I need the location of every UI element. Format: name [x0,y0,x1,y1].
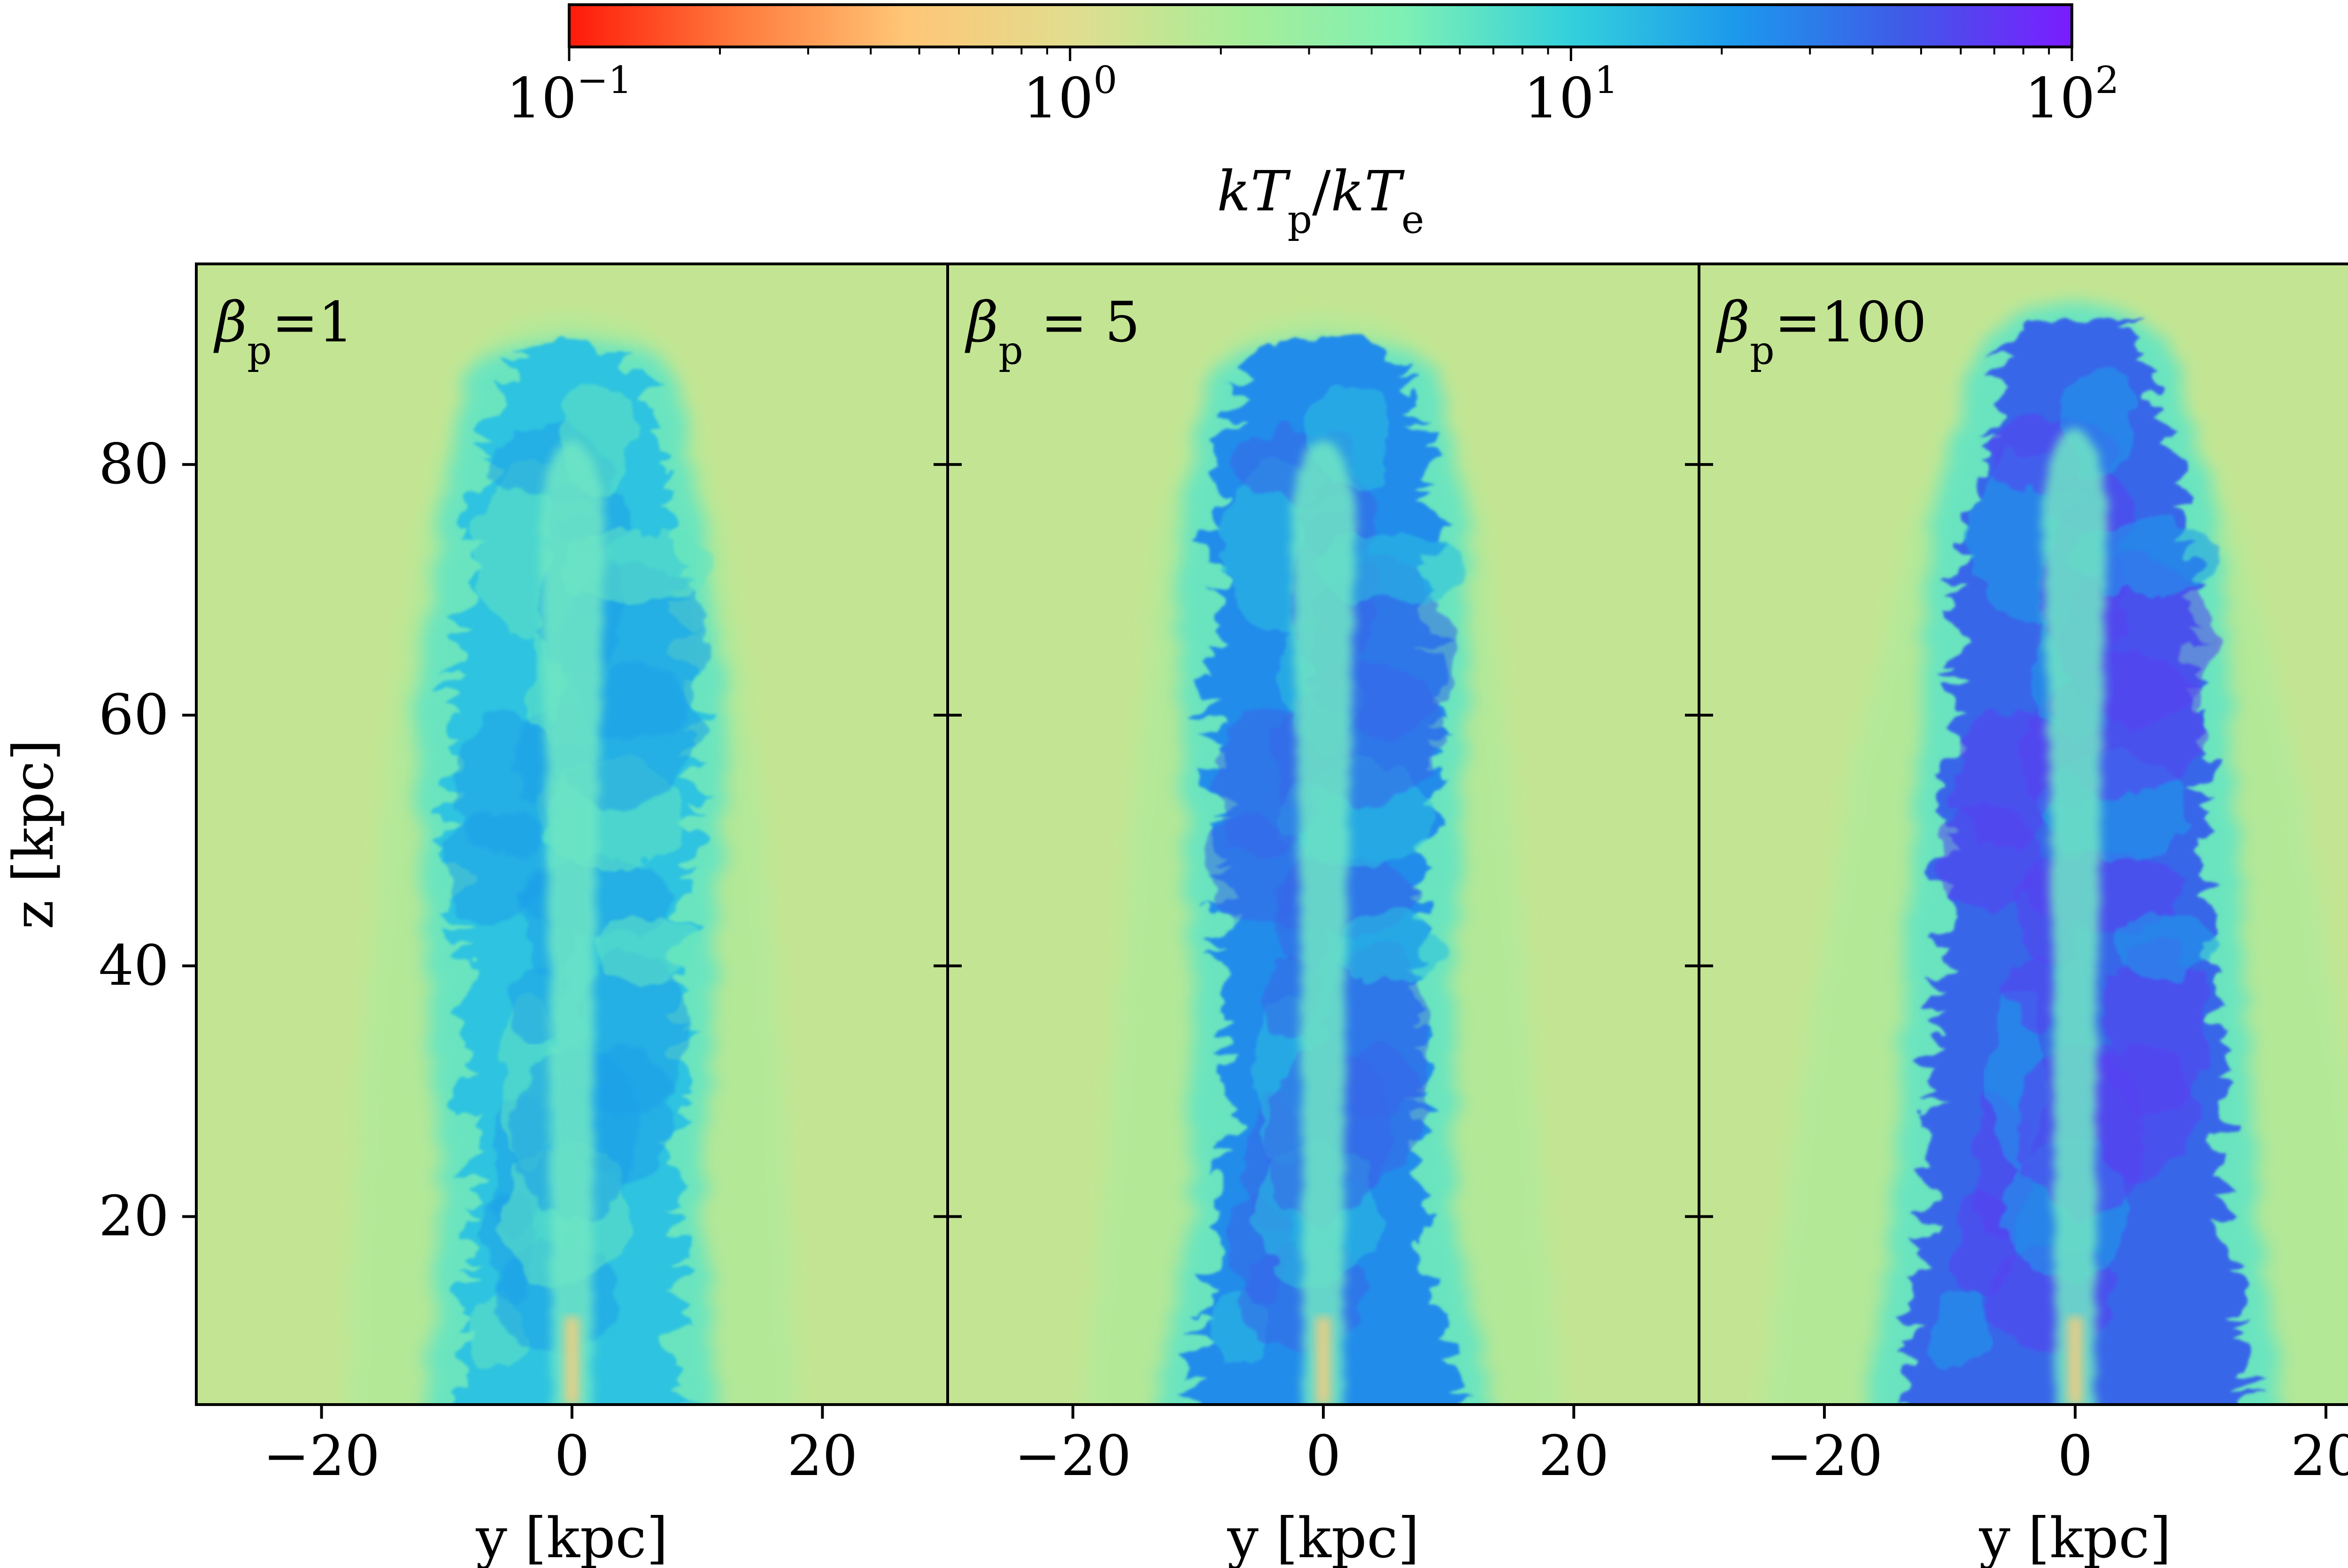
jet-spine [538,439,606,1405]
colorbar-strip [568,3,2073,48]
panel-label-value: 1 [318,290,354,355]
panel-label-value: 100 [1821,290,1927,355]
panel-label-subscript: p [998,329,1023,373]
turbulence-patch [1954,705,2057,847]
jet-spine [2040,427,2109,1405]
x-tick-label: −20 [1014,1423,1131,1488]
colorbar-tick-base: 10 [506,66,577,131]
panel-label-equals: = [1775,290,1821,355]
x-tick-label: −20 [1766,1423,1883,1488]
panel-label-symbol: β [1716,290,1750,355]
x-axis-label: y [kpc] [1227,1506,1419,1568]
x-tick-label: −20 [263,1423,380,1488]
colorbar-ticks [568,47,2073,61]
colorbar-tick-label: 101 [1524,58,1618,131]
turbulence-patch [2102,940,2206,1114]
panel-label-symbol: β [965,290,998,355]
panel-1: −20 0 20 y [kpc] 20 40 60 80 βp=1 [99,263,949,1568]
turbulence-patch [2005,957,2062,1033]
panel-label-subscript: p [247,329,272,373]
jet-core [564,1317,579,1405]
colorbar-tick-base: 10 [2024,66,2095,131]
colorbar-tick-labels: 10−1 100 101 102 [506,58,2119,131]
panel-2: −20 0 20 y [kpc] βp = 5 [934,263,1700,1568]
panel-label-equals: = [272,290,318,355]
x-axis-label: y [kpc] [1978,1506,2171,1568]
colorbar-tick-exponent: −1 [577,58,632,102]
colorbar-tick-exponent: 2 [2095,58,2119,102]
colorbar: 10−1 100 101 102 kTp/kTe [506,3,2119,242]
heatmap-image [1699,264,2348,1405]
y-tick-label: 40 [99,933,169,998]
turbulence-patch [1212,713,1316,854]
panel-label: βp = 5 [965,290,1140,373]
x-tick-label: 20 [1538,1423,1609,1488]
turbulence-patch [2070,519,2221,595]
heatmap-image [196,264,948,1405]
panel-label-subscript: p [1750,329,1775,373]
turbulence-patch [1338,911,1442,986]
colorbar-tick-base: 10 [1023,66,1093,131]
y-tick-label: 80 [99,432,169,496]
colorbar-label: kTp/kTe [1217,159,1424,242]
x-tick-label: 0 [554,1423,589,1488]
jet-core [1316,1317,1331,1405]
panel-label-symbol: β [213,290,247,355]
y-axis-label: z [kpc] [1,739,66,929]
x-tick-label: 0 [1305,1423,1341,1488]
panel-label: βp=100 [1716,290,1927,373]
colorbar-tick-base: 10 [1524,66,1594,131]
colorbar-tick-label: 100 [1023,58,1117,131]
colorbar-tick-label: 10−1 [506,58,632,131]
turbulence-patch [454,713,558,854]
jet-core [2067,1317,2083,1405]
colorbar-tick-label: 102 [2024,58,2119,131]
panel-label-value: 5 [1105,290,1140,355]
turbulence-patch [1931,1291,1988,1367]
colorbar-tick-exponent: 0 [1093,58,1117,102]
jet-spine [1289,439,1359,1405]
panel-3: −20 0 20 y [kpc] βp=100 [1685,263,2348,1568]
panel-label: βp=1 [213,290,354,373]
turbulence-patch [2113,905,2217,981]
y-tick-label: 60 [99,682,169,747]
turbulence-patch [1318,530,1468,605]
turbulence-patch [595,911,699,986]
x-tick-label: 20 [2291,1423,2348,1488]
colorbar-tick-exponent: 1 [1594,58,1618,102]
panel-label-equals: = [1023,290,1105,355]
heatmap-image [948,264,1699,1405]
x-tick-label: 20 [787,1423,857,1488]
x-axis-label: y [kpc] [475,1506,668,1568]
x-tick-label: 0 [2057,1423,2093,1488]
y-tick-label: 20 [99,1184,169,1249]
